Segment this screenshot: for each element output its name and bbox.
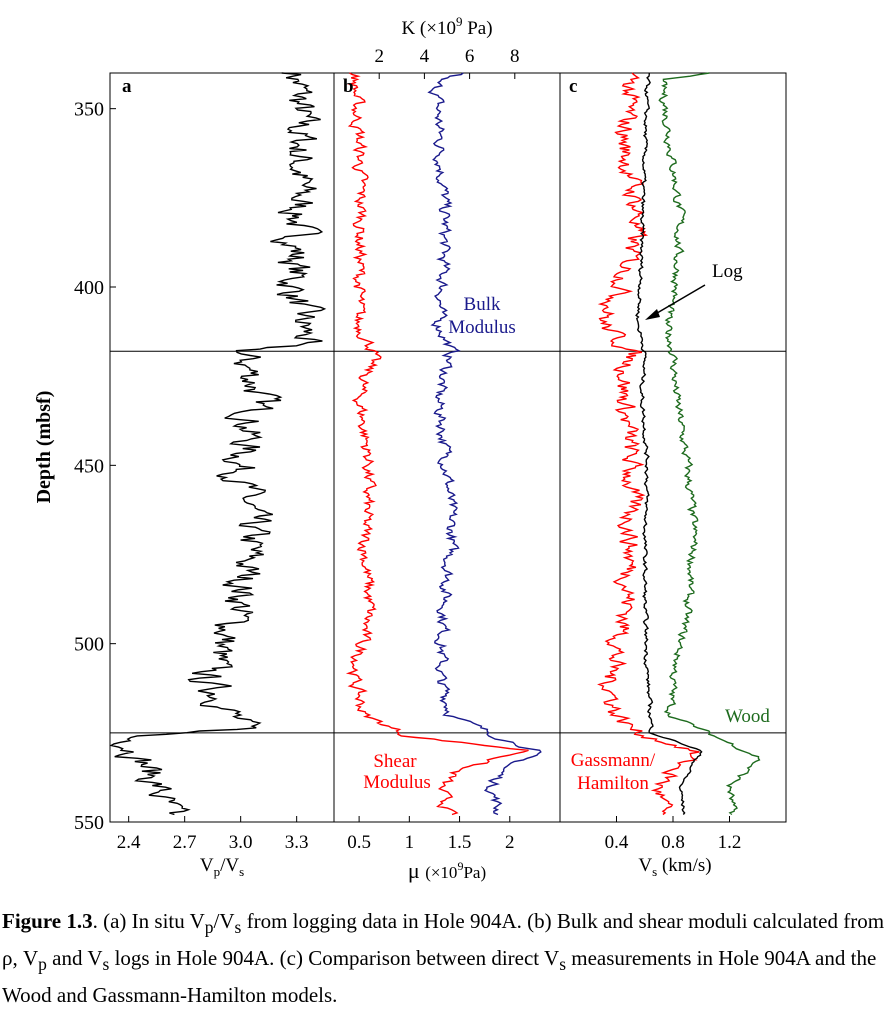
bulk-modulus-label: Modulus: [448, 317, 516, 338]
caption-subscript: s: [102, 954, 110, 975]
x-tick-label-b: 1: [405, 832, 415, 853]
y-tick-label: 550: [74, 812, 104, 834]
figure-caption: Figure 1.3. (a) In situ Vp/Vs from loggi…: [2, 906, 894, 1011]
line-wood: [658, 72, 761, 816]
caption-text: from logging data in Hole 904A. (b) Bulk…: [2, 909, 885, 971]
line-log: [635, 72, 703, 815]
x-tick-label-c: 0.8: [661, 832, 685, 853]
x-tick-label-a: 2.4: [117, 832, 141, 853]
log-label: Log: [712, 261, 743, 282]
log-arrow-line: [651, 284, 706, 317]
line-gassmann-hamilton: [597, 72, 700, 816]
line-bulk-modulus: [427, 72, 542, 816]
shear-modulus-label: Shear: [373, 751, 417, 772]
x-tick-label-a: 2.7: [173, 832, 197, 853]
line-shear-modulus: [345, 72, 529, 816]
x-tick-label-b: 1.5: [448, 832, 472, 853]
top-tick-label-b: 6: [465, 46, 475, 67]
caption-text: /V: [213, 909, 235, 933]
x-axis-label-a: Vp/Vs: [200, 855, 244, 879]
x-tick-label-b: 0.5: [347, 832, 371, 853]
caption-text: logs in Hole 904A. (c) Comparison betwee…: [109, 946, 560, 971]
x-tick-label-a: 3.0: [229, 832, 253, 853]
gassmann-hamilton-label: Hamilton: [577, 773, 649, 794]
log-arrow-head: [645, 309, 660, 320]
figure: 350 400 450 500 550 Depth (mbsf) 2.4 2.7 3.0 3.3 a…: [33, 14, 787, 883]
x-tick-label-a: 3.3: [285, 832, 309, 853]
shear-modulus-label: Modulus: [363, 772, 431, 793]
y-axis-label: Depth (mbsf): [33, 391, 55, 504]
y-tick-label: 400: [74, 277, 104, 299]
caption-figure-number: Figure 1.3: [2, 909, 93, 933]
caption-text: measurements in Hole 904A and the Wood a…: [2, 946, 877, 1008]
x-tick-label-c: 1.2: [718, 832, 742, 853]
panel-letter-b: b: [343, 76, 354, 97]
panel-letter-a: a: [122, 76, 132, 97]
top-axis-label-b: K (×109 Pa): [401, 14, 492, 39]
top-tick-label-b: 8: [510, 46, 520, 67]
panel-frame-a: [109, 72, 335, 823]
top-tick-label-b: 2: [374, 46, 384, 67]
y-tick-label: 500: [74, 634, 104, 656]
caption-subscript: p: [38, 954, 47, 975]
panel-letter-c: c: [569, 76, 577, 97]
gassmann-hamilton-label: Gassmann/: [571, 750, 656, 771]
line-vp-vs: [109, 72, 327, 816]
y-tick-label: 350: [74, 99, 104, 121]
caption-text: . (a) In situ V: [92, 909, 205, 933]
caption-subscript: s: [559, 954, 566, 975]
panel-frame-b: [333, 72, 561, 823]
chart-svg: 350 400 450 500 550 Depth (mbsf) 2.4 2.7 3.0 3.3 a…: [33, 14, 787, 883]
caption-subscript: p: [204, 917, 214, 938]
x-tick-label-b: 2: [505, 832, 515, 853]
wood-label: Wood: [725, 706, 770, 727]
x-axis-label-b: μ (×109Pa): [408, 858, 486, 883]
bulk-modulus-label: Bulk: [464, 294, 501, 315]
caption-text: and V: [46, 946, 103, 971]
y-tick-label: 450: [74, 455, 104, 477]
x-tick-label-c: 0.4: [605, 832, 629, 853]
caption-subscript: s: [234, 917, 242, 938]
x-axis-label-c: Vs (km/s): [638, 855, 711, 879]
top-tick-label-b: 4: [420, 46, 430, 67]
